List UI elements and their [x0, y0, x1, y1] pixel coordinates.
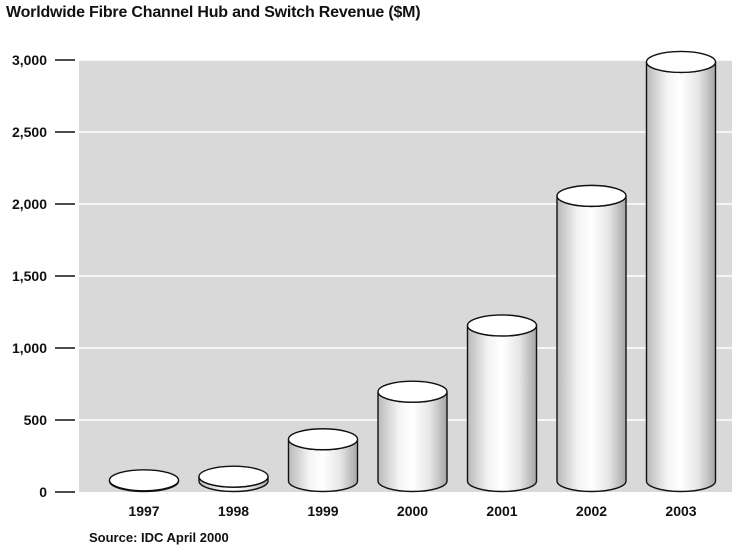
y-tick-label: 500: [24, 412, 48, 428]
x-tick-label: 2000: [397, 503, 428, 519]
bar-top: [108, 469, 180, 492]
x-tick-label: 1999: [307, 503, 338, 519]
bar: [645, 50, 717, 493]
x-axis: 1997 1998 1999 2000 2001 2002 2003: [128, 503, 696, 519]
y-tick-label: 3,000: [12, 52, 47, 68]
y-tick-label: 2,500: [12, 124, 47, 140]
bar-body: [377, 391, 448, 493]
bar: [377, 380, 448, 493]
bar-top: [198, 465, 269, 488]
y-tick-label: 0: [39, 484, 47, 500]
bar: [108, 469, 180, 493]
chart-title: Worldwide Fibre Channel Hub and Switch R…: [6, 4, 421, 21]
x-tick-label: 1998: [218, 503, 249, 519]
bar-top: [287, 428, 359, 451]
bars: [108, 50, 717, 493]
x-tick-label: 2001: [486, 503, 517, 519]
bar-body: [556, 195, 627, 493]
y-tick-label: 1,500: [12, 268, 47, 284]
x-tick-label: 2003: [665, 503, 696, 519]
chart-source: Source: IDC April 2000: [89, 530, 229, 545]
bar-top: [466, 314, 538, 337]
x-tick-label: 2002: [576, 503, 607, 519]
bar-body: [645, 61, 717, 493]
bar-top: [377, 380, 448, 403]
y-tick-label: 1,000: [12, 340, 47, 356]
bar-top: [645, 50, 717, 74]
bar: [287, 428, 359, 493]
bar: [466, 314, 538, 493]
bar-top: [556, 184, 627, 208]
bar-body: [466, 325, 538, 493]
y-tick-label: 2,000: [12, 196, 47, 212]
y-axis: 0 500 1,000 1,500 2,000 2,500 3,000: [12, 52, 75, 500]
bar: [556, 184, 627, 493]
x-tick-label: 1997: [128, 503, 159, 519]
bar: [198, 465, 269, 493]
